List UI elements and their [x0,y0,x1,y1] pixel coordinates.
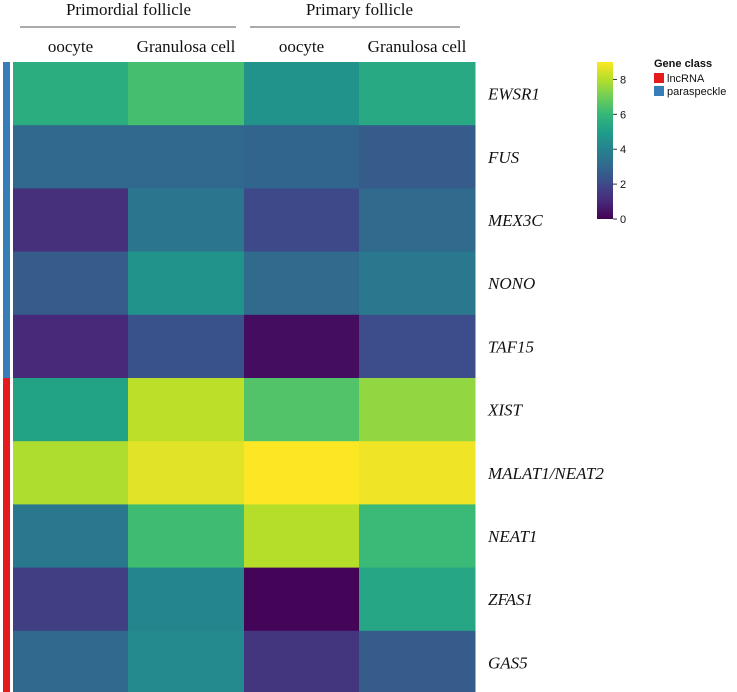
legend-title: Gene class [654,58,712,70]
gene-class-bar-segment [3,62,10,126]
column-label: oocyte [48,37,93,56]
legend-label-paraspeckle: paraspeckle [667,86,726,98]
colorbar-ticks: 0 2 4 6 8 [613,74,626,226]
heatmap-cell [244,441,360,505]
heatmap-cell [128,62,245,126]
heatmap-cell [359,314,476,379]
row-label-gene: ZFAS1 [488,590,533,609]
heatmap-cell [128,314,245,379]
row-label-gene: EWSR1 [487,85,540,104]
heatmap-cell [244,62,360,126]
row-label-gene: NEAT1 [487,527,537,546]
heatmap-cell [128,251,245,316]
heatmap-cell [13,251,129,316]
column-label: Granulosa cell [368,37,467,56]
heatmap-cell [128,378,245,442]
heatmap-cell [244,378,360,442]
heatmap-cell [128,630,245,692]
heatmap-cell [128,504,245,569]
legend-label-lncrna: lncRNA [667,73,705,85]
gene-class-bar-segment [3,504,10,569]
heatmap-cell [128,125,245,189]
heatmap-cell [13,62,129,126]
colorbar-tick-label: 8 [620,74,626,86]
heatmap-cell [13,630,129,692]
heatmap-cell [244,251,360,316]
colorbar-tick-label: 6 [620,109,626,121]
heatmap-cell [359,62,476,126]
legend-swatch-lncrna [654,73,664,83]
colorbar-tick-label: 0 [620,214,626,226]
heatmap-cell [244,567,360,632]
gene-class-bar-segment [3,314,10,379]
heatmap-cell [359,251,476,316]
row-label-gene: TAF15 [488,337,534,356]
row-labels: EWSR1 FUS MEX3C NONO TAF15 XIST MALAT1/NEAT2 NE… [487,85,604,673]
heatmap-cell [244,188,360,253]
heatmap-cell [13,441,129,505]
heatmap-cell [359,441,476,505]
row-label-gene: XIST [487,401,524,420]
colorbar-tick-label: 2 [620,179,626,191]
heatmap-cell [359,378,476,442]
heatmap-cell [359,188,476,253]
row-label-gene: FUS [487,148,520,167]
gene-class-bar-segment [3,441,10,505]
column-group-label: Primary follicle [306,0,413,19]
heatmap-cell [13,504,129,569]
heatmap-cell [13,314,129,379]
column-label: Granulosa cell [137,37,236,56]
row-label-gene: NONO [487,274,535,293]
row-label-gene: GAS5 [488,653,528,672]
row-label-gene: MEX3C [487,211,543,230]
column-group-label: Primordial follicle [66,0,191,19]
colorbar [597,62,613,219]
heatmap-cell [128,441,245,505]
heatmap-cell [244,314,360,379]
heatmap-cell [359,504,476,569]
gene-class-bar-segment [3,188,10,253]
heatmap-cell [13,188,129,253]
heatmap-cell [359,630,476,692]
heatmap-cell [244,630,360,692]
heatmap-cell [244,504,360,569]
legend-swatch-paraspeckle [654,86,664,96]
gene-class-bar-segment [3,251,10,316]
heatmap-cell [128,188,245,253]
colorbar-tick-label: 4 [620,144,626,156]
heatmap-cell [13,567,129,632]
heatmap-cell [13,125,129,189]
heatmap-cell [359,567,476,632]
gene-class-bar-segment [3,630,10,692]
row-label-gene: MALAT1/NEAT2 [487,464,604,483]
gene-class-bar-segment [3,378,10,442]
gene-class-bar-segment [3,567,10,632]
gene-class-annotation-bar [3,62,10,692]
heatmap-cell [359,125,476,189]
heatmap-cell [128,567,245,632]
column-label: oocyte [279,37,324,56]
heatmap-cells [13,62,476,692]
heatmap-cell [244,125,360,189]
gene-class-bar-segment [3,125,10,189]
heatmap-cell [13,378,129,442]
